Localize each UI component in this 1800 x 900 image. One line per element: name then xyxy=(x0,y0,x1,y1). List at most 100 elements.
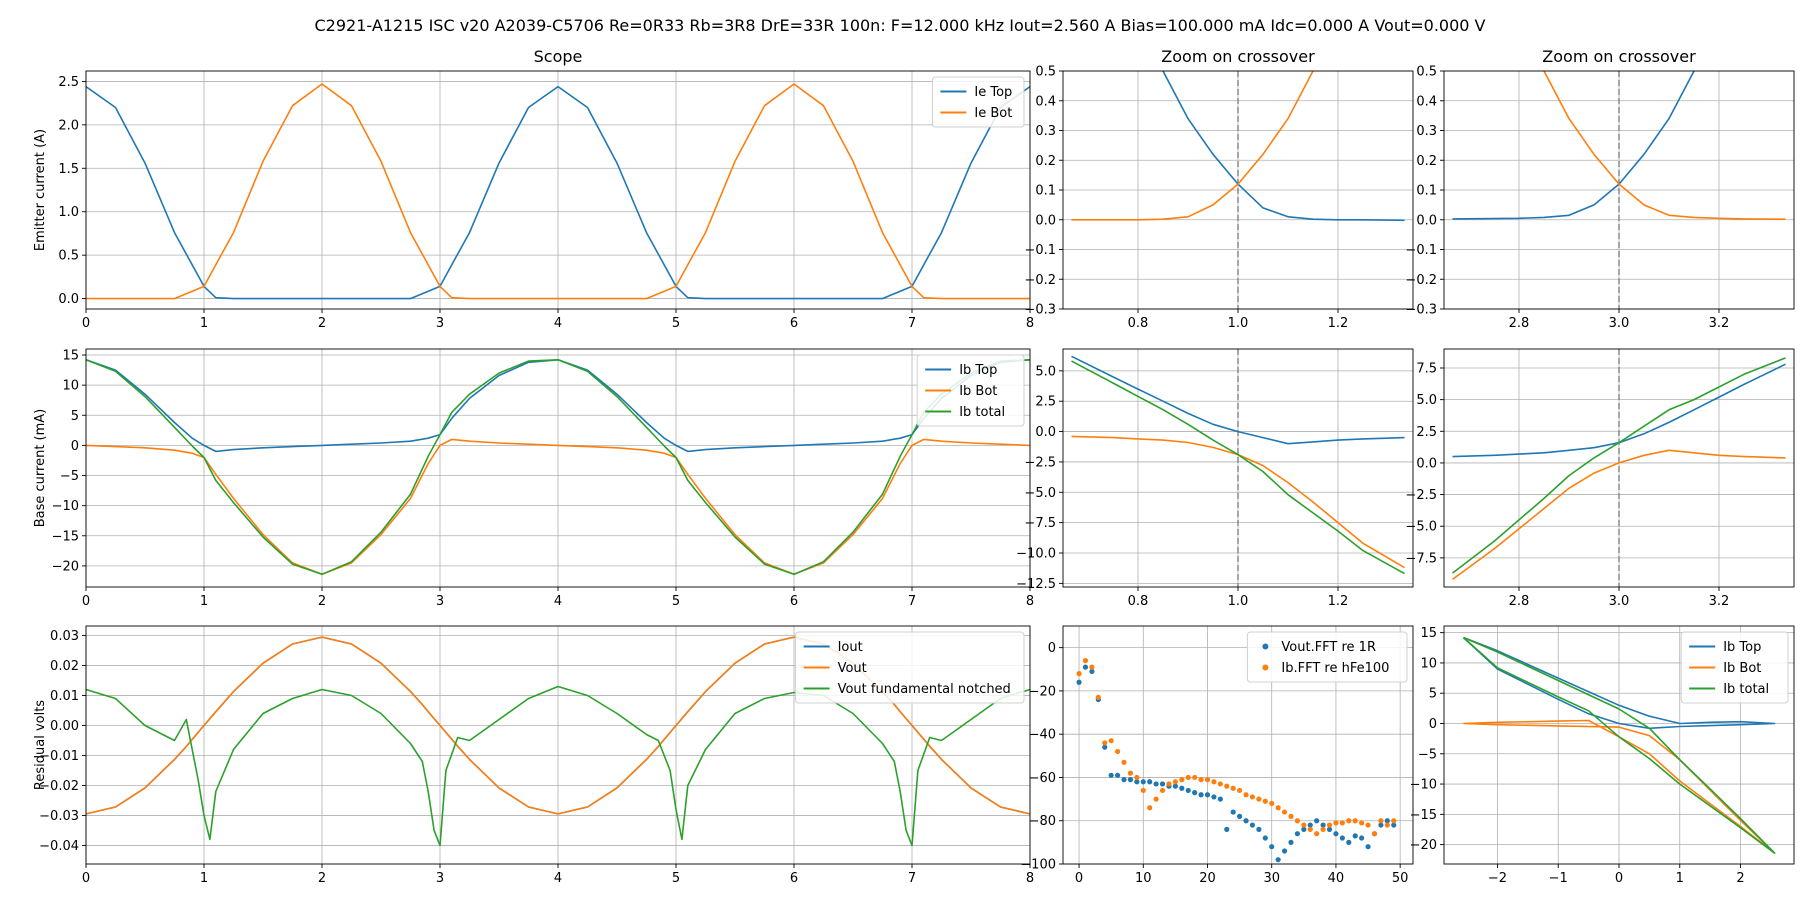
data-point-vout-fft-re-1r xyxy=(1237,813,1243,820)
tick-labels: 0 1 2 3 4 5 6 7 8 −20 −15 −10 −5 0 5 10 15 xyxy=(52,349,1035,609)
y-tick-label: 0.5 xyxy=(1416,65,1437,80)
data-point-ib-fft-re-hfe100 xyxy=(1352,818,1358,824)
x-tick-label: 8 xyxy=(1026,594,1034,609)
data-point-vout-fft-re-1r xyxy=(1384,818,1390,824)
data-point-ib-fft-re-hfe100 xyxy=(1153,796,1159,802)
data-point-vout-fft-re-1r xyxy=(1359,835,1365,841)
data-point-vout-fft-re-1r xyxy=(1179,785,1185,791)
data-point-vout-fft-re-1r xyxy=(1262,835,1268,841)
data-point-ib-fft-re-hfe100 xyxy=(1230,785,1236,791)
tick-labels: 0 10 20 30 40 50 −100 −80 −60 −40 −20 0 xyxy=(1020,641,1408,886)
data-point-ib-fft-re-hfe100 xyxy=(1384,822,1390,828)
data-point-ib-fft-re-hfe100 xyxy=(1089,664,1095,670)
y-tick-label: 5 xyxy=(71,409,79,424)
y-tick-label: −10 xyxy=(52,499,79,514)
data-point-vout-fft-re-1r xyxy=(1243,818,1249,824)
x-tick-label: −2 xyxy=(1488,871,1507,886)
y-tick-label: −15 xyxy=(52,529,79,544)
data-point-ib-fft-re-hfe100 xyxy=(1294,818,1301,824)
tick-labels: 0 1 2 3 4 5 6 7 8 −0.04 −0.03 −0.02 −0.01 0.00 0.01 0.0… xyxy=(39,629,1034,886)
legend: Ie Top Ie Bot xyxy=(931,76,1025,128)
data-point-vout-fft-re-1r xyxy=(1249,822,1256,828)
data-point-ib-fft-re-hfe100 xyxy=(1147,805,1153,811)
y-tick-label: 5.0 xyxy=(1416,393,1437,408)
y-tick-label: −7.5 xyxy=(1024,516,1056,531)
x-tick-label: 0.8 xyxy=(1128,594,1149,609)
data-point-vout-fft-re-1r xyxy=(1346,839,1352,845)
x-tick-label: 3 xyxy=(436,594,444,609)
x-tick-label: 20 xyxy=(1199,871,1216,886)
axes-title: Zoom on crossover xyxy=(1542,47,1696,66)
axes-zoom_base_3: 2.8 3.0 3.2 −7.5 −5.0 −2.5 0.0 2.5 5.0 7.5 xyxy=(1405,348,1795,609)
gridlines xyxy=(85,626,1031,864)
x-tick-label: 0.8 xyxy=(1128,316,1149,331)
series-line-ib-total xyxy=(1071,360,1405,575)
series-line-ib-total xyxy=(86,359,1030,576)
data-point-vout-fft-re-1r xyxy=(1307,822,1313,828)
tick-labels: 0 1 2 3 4 5 6 7 8 0.0 0.5 1.0 1.5 2.0 2.5 xyxy=(58,75,1034,331)
x-tick-label: 2.8 xyxy=(1509,316,1530,331)
tick-labels: 2.8 3.0 3.2 −0.3 −0.2 −0.1 0.0 0.1 0.2 0.3 0.4 0.5 xyxy=(1405,65,1729,332)
x-tick-label: 1.2 xyxy=(1328,316,1349,331)
x-tick-label: 10 xyxy=(1135,871,1152,886)
y-tick-label: 0.4 xyxy=(1416,94,1437,109)
y-tick-label: 5.0 xyxy=(1035,364,1056,379)
data-point-ib-fft-re-hfe100 xyxy=(1127,770,1134,776)
data-point-ib-fft-re-hfe100 xyxy=(1365,822,1371,828)
y-tick-label: 0.1 xyxy=(1035,184,1056,199)
series-group xyxy=(86,359,1030,576)
x-tick-label: 3.0 xyxy=(1609,316,1630,331)
legend-marker xyxy=(1262,643,1269,650)
y-tick-label: −0.1 xyxy=(1405,243,1437,258)
x-tick-label: 5 xyxy=(672,594,680,609)
y-tick-label: 0.0 xyxy=(1035,213,1056,228)
y-tick-label: 7.5 xyxy=(1416,361,1437,376)
x-tick-label: −1 xyxy=(1549,871,1568,886)
y-tick-label: 0.0 xyxy=(1035,425,1056,440)
x-tick-label: 2 xyxy=(318,871,326,886)
x-tick-label: 3.2 xyxy=(1709,316,1730,331)
x-tick-label: 5 xyxy=(672,871,680,886)
x-tick-label: 50 xyxy=(1392,871,1409,886)
data-point-ib-fft-re-hfe100 xyxy=(1237,787,1243,794)
data-point-ib-fft-re-hfe100 xyxy=(1121,759,1127,765)
y-tick-label: −15 xyxy=(1410,808,1437,823)
data-point-vout-fft-re-1r xyxy=(1326,826,1333,832)
series-vout-fft-re-1r xyxy=(1076,664,1397,863)
series-line-ib-total xyxy=(1452,357,1786,574)
x-tick-label: 6 xyxy=(790,316,798,331)
legend-label: Vout.FFT re 1R xyxy=(1281,640,1376,655)
data-point-ib-fft-re-hfe100 xyxy=(1211,779,1217,785)
y-tick-label: 10 xyxy=(1420,656,1437,671)
y-tick-label: −60 xyxy=(1029,771,1056,786)
data-point-ib-fft-re-hfe100 xyxy=(1102,740,1108,746)
y-tick-label: 2.0 xyxy=(58,118,79,133)
data-point-vout-fft-re-1r xyxy=(1121,777,1127,783)
data-point-vout-fft-re-1r xyxy=(1192,790,1198,796)
x-tick-label: 0 xyxy=(82,871,90,886)
axes-ylabel: Base current (mA) xyxy=(33,409,48,528)
series-line-ib-top xyxy=(1071,355,1405,445)
data-point-ib-fft-re-hfe100 xyxy=(1185,774,1191,781)
series-group xyxy=(86,83,1030,300)
y-tick-label: −0.01 xyxy=(39,749,79,764)
x-tick-label: 5 xyxy=(672,316,680,331)
y-tick-label: 2.5 xyxy=(1416,425,1437,440)
legend-label: Ib Top xyxy=(1723,640,1761,655)
y-tick-label: 2.5 xyxy=(58,75,79,90)
data-point-vout-fft-re-1r xyxy=(1076,679,1082,685)
data-point-vout-fft-re-1r xyxy=(1108,772,1114,778)
data-point-ib-fft-re-hfe100 xyxy=(1346,818,1352,824)
data-point-ib-fft-re-hfe100 xyxy=(1217,781,1223,787)
series-line-ib-top xyxy=(1462,636,1776,730)
axes-title: Zoom on crossover xyxy=(1161,47,1315,66)
data-point-vout-fft-re-1r xyxy=(1391,822,1397,828)
y-tick-label: −12.5 xyxy=(1016,577,1056,592)
data-point-vout-fft-re-1r xyxy=(1352,833,1358,839)
x-tick-label: 7 xyxy=(908,316,916,331)
legend-label: Ie Top xyxy=(974,85,1012,100)
legend-box xyxy=(916,354,1025,427)
data-point-ib-fft-re-hfe100 xyxy=(1243,792,1249,798)
y-tick-label: 0.00 xyxy=(50,719,79,734)
